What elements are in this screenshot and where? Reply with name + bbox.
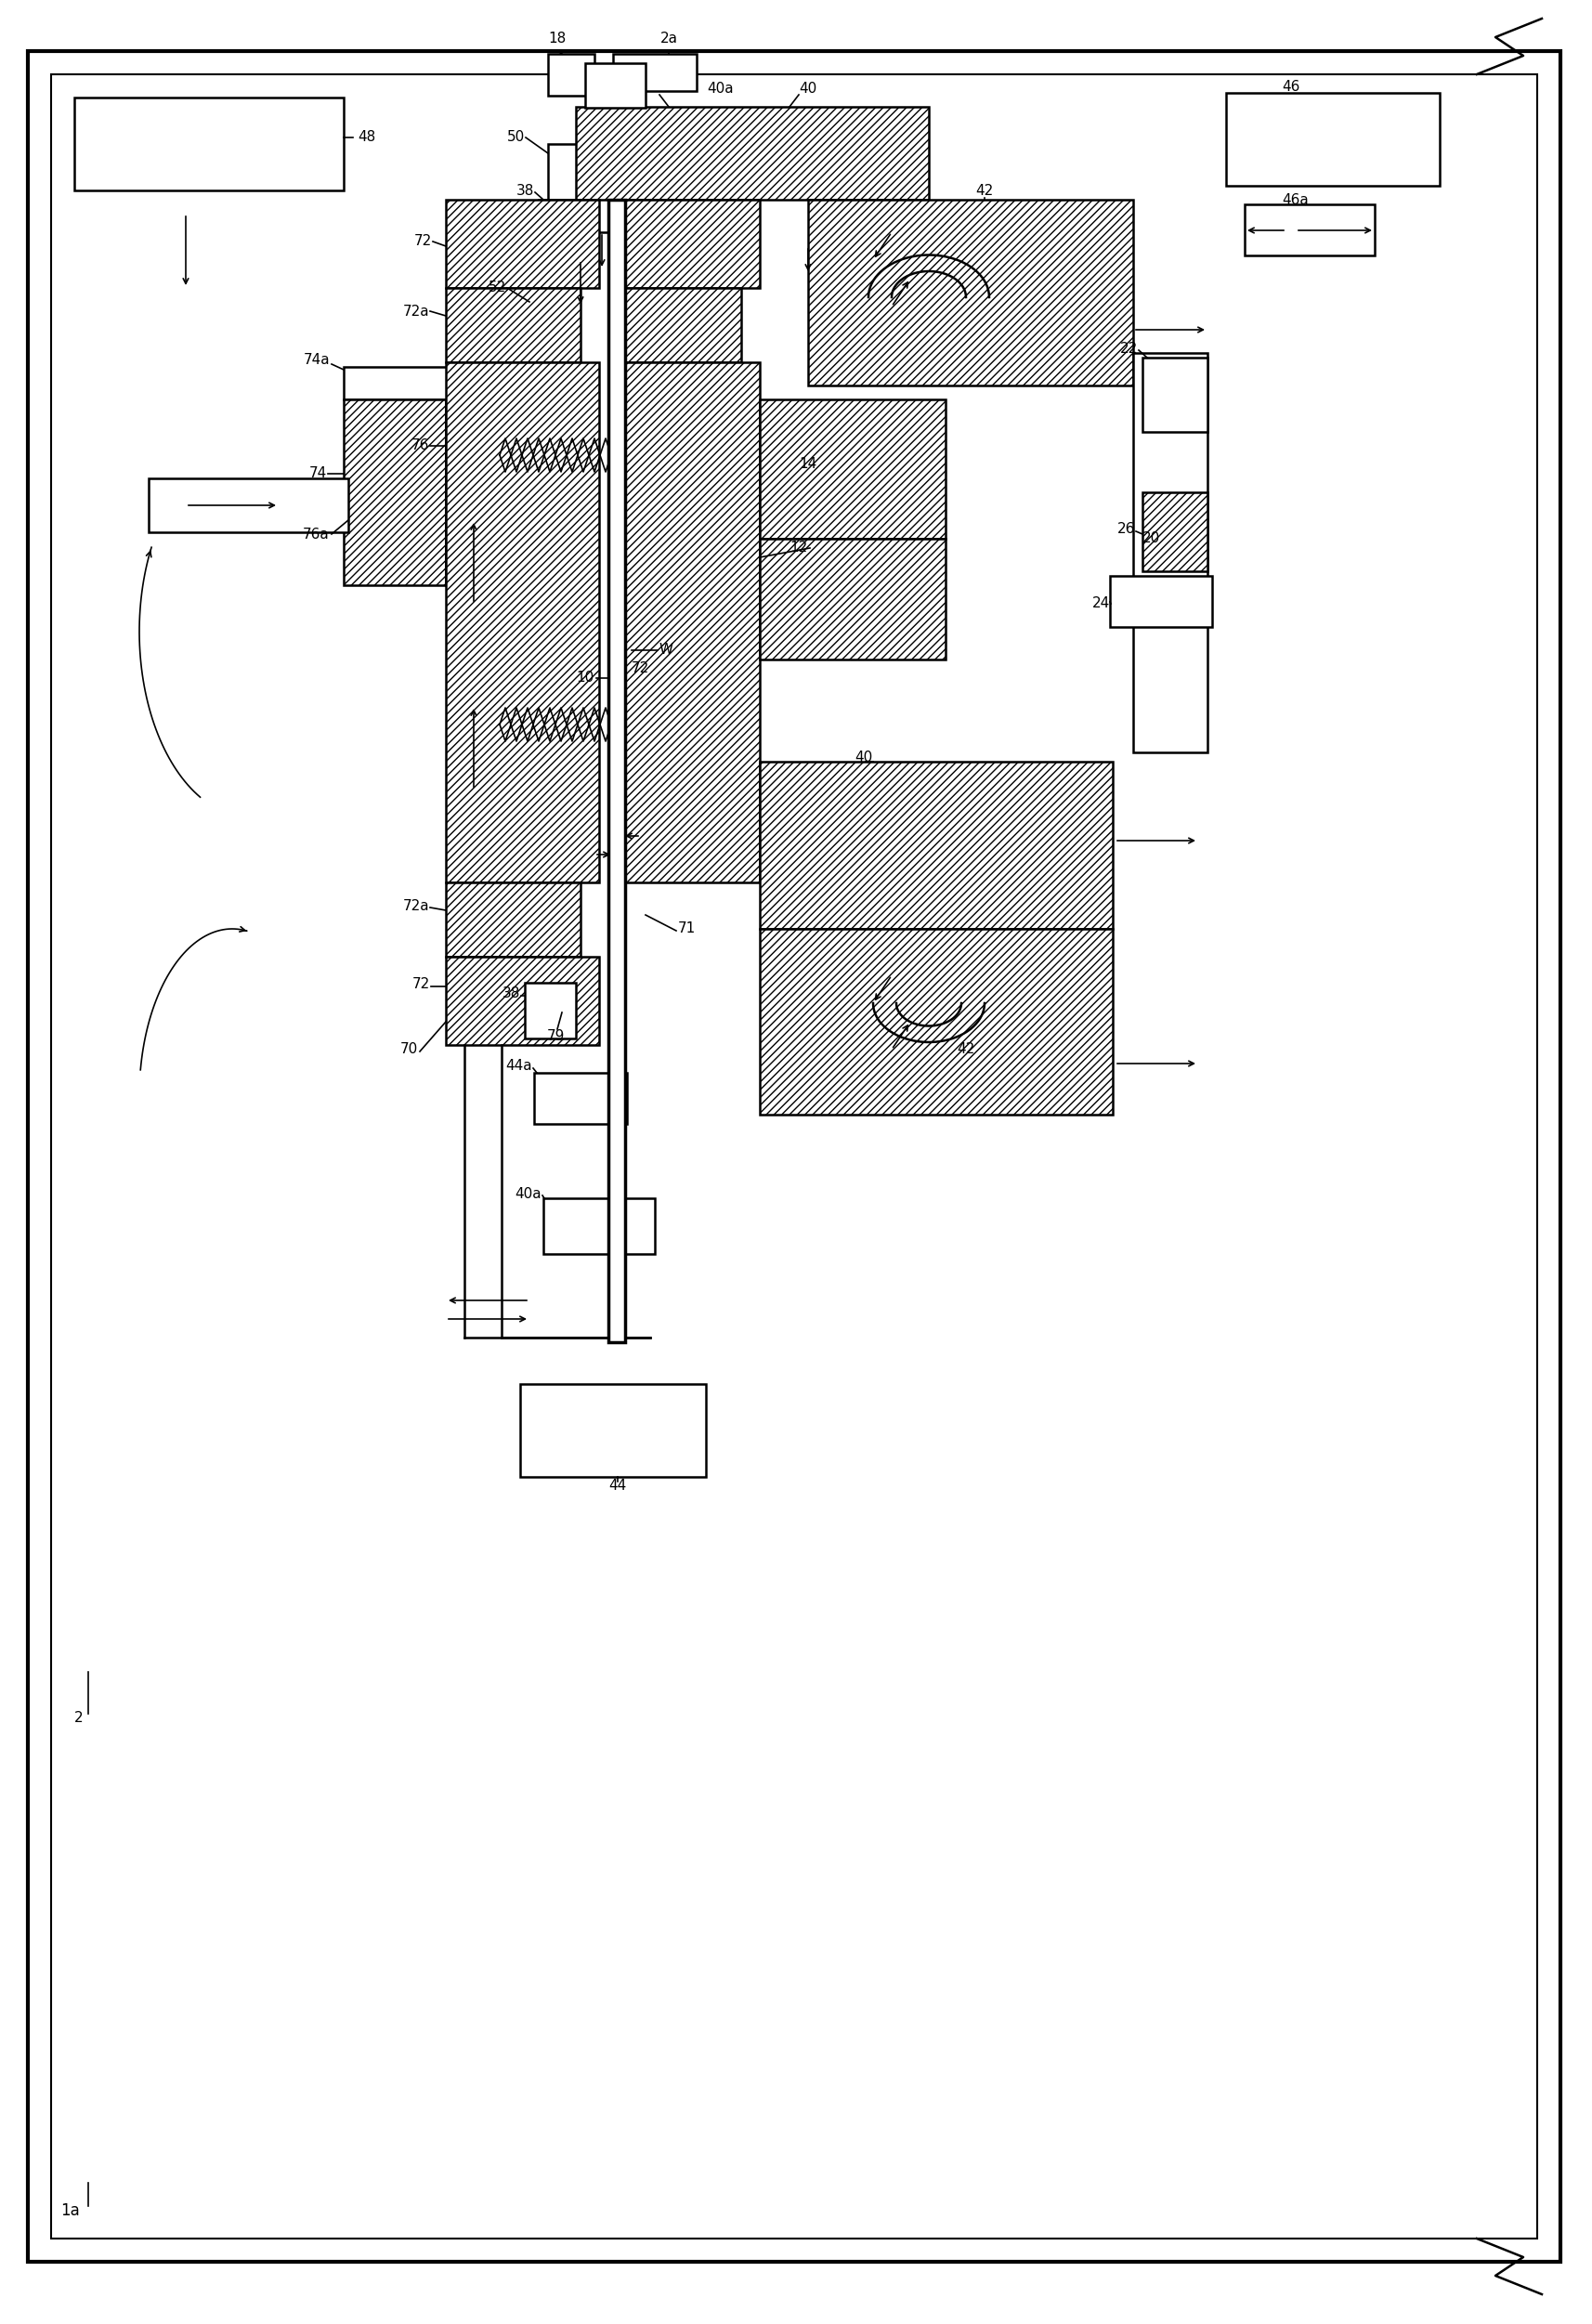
Text: 42: 42: [957, 1043, 974, 1057]
Bar: [1134, 353, 1207, 753]
Bar: [759, 539, 946, 660]
Bar: [446, 200, 599, 288]
Bar: [626, 200, 759, 288]
Bar: [344, 367, 586, 400]
Text: 14: 14: [799, 458, 817, 472]
Text: 38: 38: [516, 184, 533, 198]
Bar: [543, 1199, 654, 1255]
Bar: [148, 479, 349, 532]
Text: 48: 48: [358, 130, 376, 144]
Bar: [626, 363, 759, 883]
Bar: [538, 200, 589, 256]
Bar: [344, 400, 446, 586]
Text: 38: 38: [501, 988, 521, 1002]
Bar: [1143, 358, 1207, 432]
Text: 40: 40: [799, 81, 817, 95]
Text: 76a: 76a: [302, 528, 330, 541]
Text: 20: 20: [1143, 532, 1161, 546]
Text: 40a: 40a: [707, 81, 734, 95]
Text: 1a: 1a: [60, 2203, 80, 2219]
Bar: [533, 1074, 627, 1125]
Bar: [446, 288, 581, 363]
Bar: [809, 200, 1134, 386]
Bar: [75, 98, 344, 191]
Bar: [446, 883, 581, 957]
Text: 2: 2: [75, 1710, 83, 1724]
Text: 44: 44: [608, 1478, 627, 1492]
Text: 46a: 46a: [1282, 193, 1309, 207]
Text: 12: 12: [790, 541, 809, 555]
Text: W: W: [659, 644, 673, 658]
Bar: [1143, 493, 1207, 572]
Bar: [548, 144, 654, 232]
Text: 50: 50: [506, 130, 525, 144]
Text: 26: 26: [1118, 523, 1135, 537]
Bar: [586, 63, 645, 107]
Text: 70: 70: [400, 1043, 419, 1057]
Bar: [626, 288, 742, 363]
Text: 22: 22: [1119, 342, 1138, 356]
Text: 74a: 74a: [302, 353, 330, 367]
Bar: [548, 53, 594, 95]
Text: 72: 72: [414, 235, 431, 249]
Text: 44a: 44a: [506, 1060, 532, 1074]
Bar: [446, 363, 599, 883]
Text: 42: 42: [976, 184, 993, 198]
Text: 72a: 72a: [403, 899, 430, 913]
Bar: [1245, 205, 1374, 256]
Text: 72: 72: [412, 978, 430, 992]
Text: 10: 10: [576, 672, 594, 686]
Bar: [1226, 93, 1439, 186]
Text: 76: 76: [411, 439, 430, 453]
Text: 71: 71: [678, 923, 696, 937]
Text: 24: 24: [1092, 597, 1110, 611]
Text: 74: 74: [309, 467, 326, 481]
Text: 18: 18: [548, 33, 567, 46]
Bar: [446, 957, 599, 1046]
Bar: [759, 400, 946, 539]
Text: 40a: 40a: [514, 1188, 541, 1202]
Bar: [759, 930, 1113, 1116]
Bar: [1110, 576, 1212, 627]
Text: 46: 46: [1282, 79, 1301, 93]
Bar: [521, 1385, 705, 1476]
Bar: [576, 107, 928, 200]
Text: 52: 52: [489, 281, 506, 295]
Bar: [446, 400, 497, 586]
Text: 79: 79: [546, 1030, 565, 1043]
Bar: [608, 200, 626, 1343]
Bar: [759, 762, 1113, 930]
Text: 72: 72: [632, 662, 650, 676]
Text: 2a: 2a: [661, 33, 678, 46]
Bar: [525, 983, 576, 1039]
Text: 40: 40: [855, 751, 872, 765]
Text: 72a: 72a: [403, 304, 430, 318]
Bar: [613, 53, 697, 91]
